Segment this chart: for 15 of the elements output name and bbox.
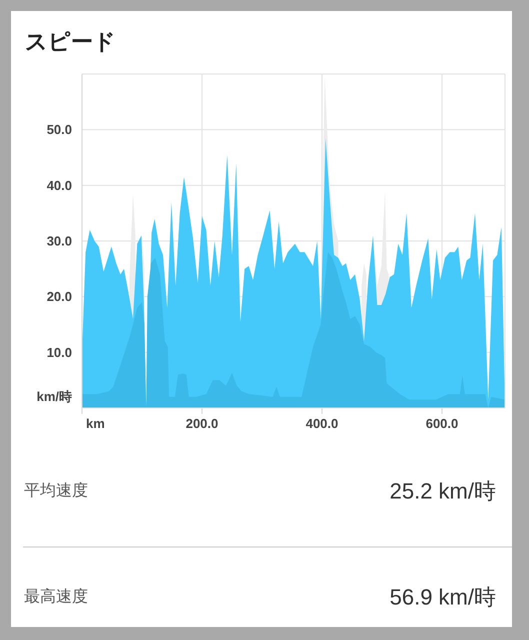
y-axis-title: km/時 [36, 389, 72, 404]
y-tick-label: 30.0 [46, 234, 72, 248]
text: 56.9 km/時 [390, 584, 496, 610]
x-tick-label: 200.0 [186, 416, 218, 431]
y-tick-label: 50.0 [46, 122, 72, 138]
text: 平均速度 [24, 482, 88, 500]
text: 25.2 km/時 [390, 478, 496, 504]
y-tick-label: 10.0 [46, 344, 72, 360]
text: 最高速度 [24, 588, 88, 606]
y-tick-label: 40.0 [46, 178, 72, 193]
y-tick-label: 20.0 [46, 289, 72, 304]
x-tick-label: 600.0 [426, 416, 458, 431]
x-tick-label: 400.0 [306, 416, 338, 431]
chart-title: スピード [25, 29, 116, 54]
x-axis-title: km [86, 416, 105, 431]
